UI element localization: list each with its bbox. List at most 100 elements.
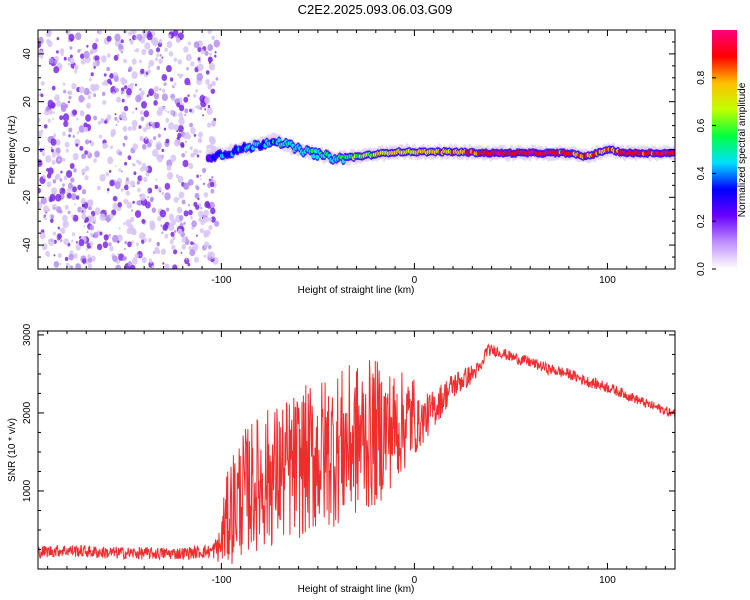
spectrogram-speckle <box>188 179 194 186</box>
spectrogram-speckle <box>55 193 62 202</box>
spectrogram-speckle <box>85 248 88 251</box>
spectrogram-speckle <box>199 174 202 177</box>
spectrogram-speckle <box>165 118 170 123</box>
spectrogram-speckle <box>181 199 186 205</box>
spectrogram-speckle <box>68 182 73 189</box>
spectrogram-speckle <box>112 255 118 262</box>
spectrogram-speckle <box>140 68 145 75</box>
spectrogram-speckle <box>60 189 62 192</box>
spectrogram-speckle <box>156 53 160 57</box>
spectrogram-speckle <box>42 175 46 179</box>
spectrogram-speckle <box>46 181 52 188</box>
spectrogram-speckle <box>60 227 66 234</box>
spectrogram-speckle <box>118 227 121 230</box>
spectrogram-speckle <box>122 256 127 262</box>
spectrogram-speckle <box>86 230 89 234</box>
spectrogram-speckle <box>207 56 213 63</box>
spectrogram-speckle <box>75 241 78 244</box>
spectrogram-speckle <box>214 220 220 227</box>
colorbar-label: Normalized spectral amplitude <box>737 82 748 217</box>
spectrogram-speckle <box>56 37 60 41</box>
spectrogram-speckle <box>85 217 89 223</box>
spectrogram-speckle <box>50 138 57 146</box>
spectrogram-speckle <box>141 239 145 244</box>
spectrogram-speckle <box>131 209 133 212</box>
spectrogram-speckle <box>131 119 138 128</box>
spectrogram-speckle <box>154 85 159 92</box>
spectrogram-speckle <box>147 189 150 192</box>
spectrogram-speckle <box>99 174 106 182</box>
spectrogram-speckle <box>185 258 188 261</box>
spectrogram-speckle <box>175 37 181 43</box>
spectrogram-speckle <box>50 218 54 223</box>
spectrogram-speckle <box>139 110 144 115</box>
carrier-core <box>313 149 318 154</box>
spectrogram-speckle <box>94 55 100 62</box>
spectrogram-carrier-track <box>205 132 675 167</box>
spectrogram-speckle <box>207 83 212 90</box>
snr-series-line <box>38 342 675 564</box>
spectrogram-speckle <box>124 161 128 166</box>
spectrogram-speckle <box>141 101 147 109</box>
spectrogram-speckle <box>137 34 143 41</box>
spectrogram-speckle <box>120 39 124 44</box>
spectrogram-speckle <box>122 143 126 147</box>
spectrogram-speckle <box>195 88 199 93</box>
spectrogram-speckle <box>210 216 216 223</box>
spectrogram-speckle <box>115 87 119 93</box>
spectrogram-speckle <box>207 44 214 52</box>
spectrogram-speckle <box>209 52 213 56</box>
spectrogram-y-tick-label: 0 <box>22 146 33 152</box>
spectrogram-speckle <box>190 216 193 220</box>
spectrogram-speckle <box>190 61 195 67</box>
spectrogram-speckle <box>65 30 71 35</box>
spectrogram-speckle <box>177 125 184 133</box>
spectrogram-speckle <box>109 245 114 252</box>
spectrogram-speckle <box>93 231 99 239</box>
spectrogram-speckle <box>198 131 203 138</box>
spectrogram-speckle <box>92 61 98 68</box>
spectrogram-speckle <box>180 116 184 120</box>
spectrogram-speckle <box>208 178 211 181</box>
spectrogram-panel: -100 0 100 -40 -20 0 20 40 Height of straight … <box>7 29 676 296</box>
spectrogram-speckle <box>177 228 183 235</box>
spectrogram-speckle <box>174 229 177 233</box>
spectrogram-speckle <box>153 136 157 141</box>
spectrogram-speckle <box>183 210 189 217</box>
spectrogram-speckle <box>155 47 161 53</box>
spectrogram-speckle <box>53 133 56 137</box>
colorbar-tick-label: 0.6 <box>696 118 707 132</box>
spectrogram-speckle <box>176 102 181 108</box>
spectrogram-speckle <box>97 30 100 34</box>
spectrogram-speckle <box>156 242 160 247</box>
spectrogram-speckle <box>54 94 60 102</box>
spectrogram-speckle <box>204 50 209 56</box>
spectrogram-speckle <box>151 265 155 269</box>
spectrogram-speckle <box>71 214 74 218</box>
spectrogram-speckle <box>115 124 118 126</box>
spectrogram-speckle <box>68 90 73 96</box>
spectrogram-speckle <box>83 50 90 59</box>
spectrogram-speckle <box>78 125 85 133</box>
spectrogram-speckle <box>63 175 68 180</box>
spectrogram-speckle <box>214 54 217 58</box>
spectrogram-speckle <box>132 32 135 35</box>
spectrogram-speckle <box>178 191 185 199</box>
spectrogram-speckle <box>205 229 211 236</box>
spectrogram-speckle <box>205 79 210 85</box>
spectrogram-speckle <box>65 262 70 268</box>
spectrogram-speckle <box>150 37 157 45</box>
spectrogram-speckle <box>199 106 203 111</box>
spectrogram-speckle <box>122 125 128 132</box>
spectrogram-speckle <box>90 141 95 147</box>
spectrogram-speckle <box>69 163 75 169</box>
spectrogram-speckle <box>104 120 108 124</box>
spectrogram-speckle <box>117 240 120 244</box>
spectrogram-speckle <box>93 66 96 69</box>
spectrogram-speckle <box>100 55 107 63</box>
spectrogram-speckle <box>132 162 135 166</box>
spectrogram-x-tick-label: 100 <box>599 275 616 286</box>
spectrogram-speckle <box>73 203 76 206</box>
spectrogram-speckle <box>210 181 215 188</box>
spectrogram-speckle <box>57 253 62 258</box>
